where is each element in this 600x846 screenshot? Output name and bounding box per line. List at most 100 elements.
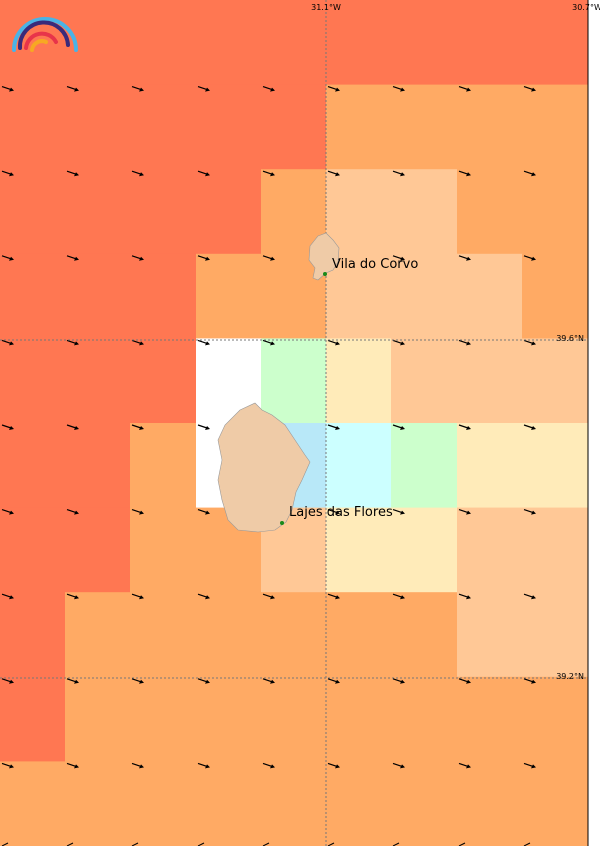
wind-arrowhead — [531, 341, 536, 346]
cell — [457, 507, 523, 593]
wind-arrowhead — [531, 256, 536, 261]
wind-arrow — [392, 339, 403, 344]
cell — [391, 253, 458, 339]
wind-arrow — [523, 339, 534, 344]
wind-arrowhead — [335, 510, 340, 515]
cell — [457, 761, 523, 846]
wind-arrow — [392, 593, 403, 598]
wind-arrowhead — [335, 172, 340, 177]
cell — [391, 761, 458, 846]
wind-arrow — [262, 339, 273, 344]
cell — [196, 676, 262, 762]
cell — [391, 423, 458, 509]
wind-arrow — [392, 86, 403, 91]
wind-arrowhead — [9, 87, 14, 92]
wind-arrow — [262, 593, 273, 598]
wind-arrowhead — [139, 679, 144, 684]
wind-arrow — [262, 86, 273, 91]
wind-arrow — [327, 339, 338, 344]
cell — [0, 507, 66, 593]
wind-arrow — [392, 255, 403, 260]
cell — [522, 338, 589, 424]
wind-arrow — [197, 509, 208, 514]
wind-arrowhead — [9, 426, 14, 430]
wind-arrow — [523, 424, 534, 429]
wind-arrowhead — [400, 87, 405, 92]
wind-arrow — [327, 678, 338, 683]
lon-label: 31.1°W — [311, 3, 341, 12]
cell — [130, 0, 197, 86]
lat-label: 39.6°N — [556, 334, 584, 343]
wind-arrow — [327, 170, 338, 175]
wind-arrowhead — [466, 341, 471, 346]
cell — [391, 507, 458, 593]
wind-arrow — [458, 255, 469, 260]
cell — [391, 592, 458, 678]
wind-arrowhead — [205, 679, 210, 684]
wind-arrowhead — [466, 679, 471, 684]
cell — [130, 338, 197, 424]
cell — [0, 423, 66, 509]
wind-arrow — [523, 678, 534, 683]
wind-arrow — [66, 424, 77, 429]
cell — [65, 84, 131, 170]
wind-arrowhead — [139, 87, 144, 92]
wind-arrow — [66, 86, 77, 91]
cell — [457, 423, 523, 509]
wind-arrow — [131, 509, 142, 514]
wind-arrowhead — [74, 341, 79, 346]
cell — [261, 0, 327, 86]
wind-arrow — [197, 86, 208, 91]
wind-arrowhead — [270, 595, 275, 600]
wind-arrow — [66, 339, 77, 344]
cell — [326, 423, 392, 509]
cell — [522, 761, 589, 846]
cell — [0, 761, 66, 846]
cell — [326, 338, 392, 424]
cell — [65, 676, 131, 762]
wind-arrow — [131, 255, 142, 260]
wind-arrowhead — [205, 256, 210, 261]
cell — [130, 676, 197, 762]
cell — [0, 253, 66, 339]
wind-arrow — [66, 509, 77, 514]
wind-arrowhead — [531, 679, 536, 684]
cell — [130, 423, 197, 509]
cell — [196, 761, 262, 846]
wind-arrow — [523, 509, 534, 514]
wind-arrow — [66, 678, 77, 683]
place-label: Lajes das Flores — [289, 505, 393, 520]
wind-arrowhead — [400, 172, 405, 177]
wind-arrowhead — [139, 510, 144, 515]
wind-arrowhead — [205, 87, 210, 92]
wind-arrow — [392, 424, 403, 429]
wind-arrow — [197, 678, 208, 683]
wind-arrowhead — [205, 426, 210, 430]
wind-arrow — [392, 509, 403, 514]
cell — [522, 592, 589, 678]
wind-arrowhead — [531, 595, 536, 600]
wind-arrow — [197, 424, 208, 429]
wind-arrowhead — [74, 172, 79, 177]
cell — [196, 0, 262, 86]
wind-arrow — [66, 762, 77, 767]
wind-arrowhead — [74, 426, 79, 430]
wind-arrow — [327, 762, 338, 767]
wind-arrow — [392, 678, 403, 683]
wind-arrow — [66, 593, 77, 598]
wind-arrowhead — [400, 510, 405, 515]
logo — [12, 17, 78, 52]
wind-arrow — [392, 170, 403, 175]
wind-arrowhead — [400, 595, 405, 600]
wind-arrow — [1, 339, 12, 344]
lat-label: 39.2°N — [556, 672, 584, 681]
wind-arrow — [458, 678, 469, 683]
wind-arrowhead — [9, 764, 14, 769]
wind-arrowhead — [466, 256, 471, 261]
wind-arrow — [458, 509, 469, 514]
town-marker — [323, 272, 327, 276]
wind-arrowhead — [74, 87, 79, 92]
